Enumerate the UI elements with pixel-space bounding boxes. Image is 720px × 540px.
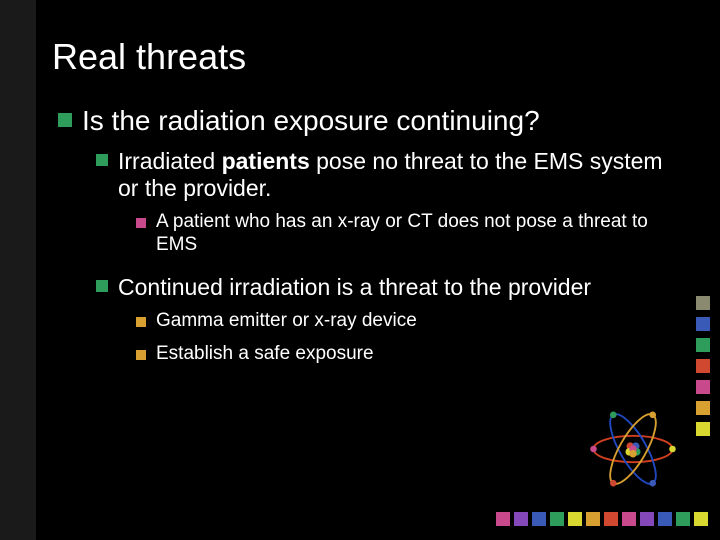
- level3-item: Establish a safe exposure: [136, 343, 692, 366]
- slide-title: Real threats: [52, 36, 692, 78]
- decorative-square: [676, 512, 690, 526]
- bullet-icon: [136, 317, 146, 327]
- decorative-square: [622, 512, 636, 526]
- decorative-square: [532, 512, 546, 526]
- atom-icon: [586, 402, 680, 496]
- decorative-square: [696, 317, 710, 331]
- decorative-square: [696, 359, 710, 373]
- level2-item: Continued irradiation is a threat to the…: [96, 274, 692, 302]
- decorative-square: [514, 512, 528, 526]
- level1-item: Is the radiation exposure continuing?: [58, 104, 692, 138]
- decorative-square: [586, 512, 600, 526]
- bullet-icon: [96, 280, 108, 292]
- bullet-icon: [136, 218, 146, 228]
- bullet-icon: [96, 154, 108, 166]
- decorative-square: [696, 296, 710, 310]
- bottom-square-row: [496, 512, 708, 526]
- level3-item: Gamma emitter or x-ray device: [136, 310, 692, 333]
- decorative-square: [604, 512, 618, 526]
- bullet-icon: [58, 113, 72, 127]
- decorative-square: [694, 512, 708, 526]
- decorative-square: [658, 512, 672, 526]
- slide-content: Real threats Is the radiation exposure c…: [36, 0, 720, 376]
- level2-text: Irradiated patients pose no threat to th…: [118, 148, 672, 203]
- decorative-square: [640, 512, 654, 526]
- decorative-square: [696, 422, 710, 436]
- level3-text: Establish a safe exposure: [156, 343, 374, 366]
- bullet-icon: [136, 350, 146, 360]
- sidebar-strip: [0, 0, 36, 540]
- decorative-square: [696, 401, 710, 415]
- level3-text: A patient who has an x-ray or CT does no…: [156, 211, 662, 257]
- decorative-square: [568, 512, 582, 526]
- level3-text: Gamma emitter or x-ray device: [156, 310, 417, 333]
- level1-text: Is the radiation exposure continuing?: [82, 105, 540, 136]
- level3-item: A patient who has an x-ray or CT does no…: [136, 211, 692, 257]
- level2-text: Continued irradiation is a threat to the…: [118, 274, 591, 302]
- level2-item: Irradiated patients pose no threat to th…: [96, 148, 692, 203]
- right-square-column: [696, 296, 710, 436]
- decorative-square: [696, 380, 710, 394]
- decorative-square: [550, 512, 564, 526]
- decorative-square: [496, 512, 510, 526]
- decorative-square: [696, 338, 710, 352]
